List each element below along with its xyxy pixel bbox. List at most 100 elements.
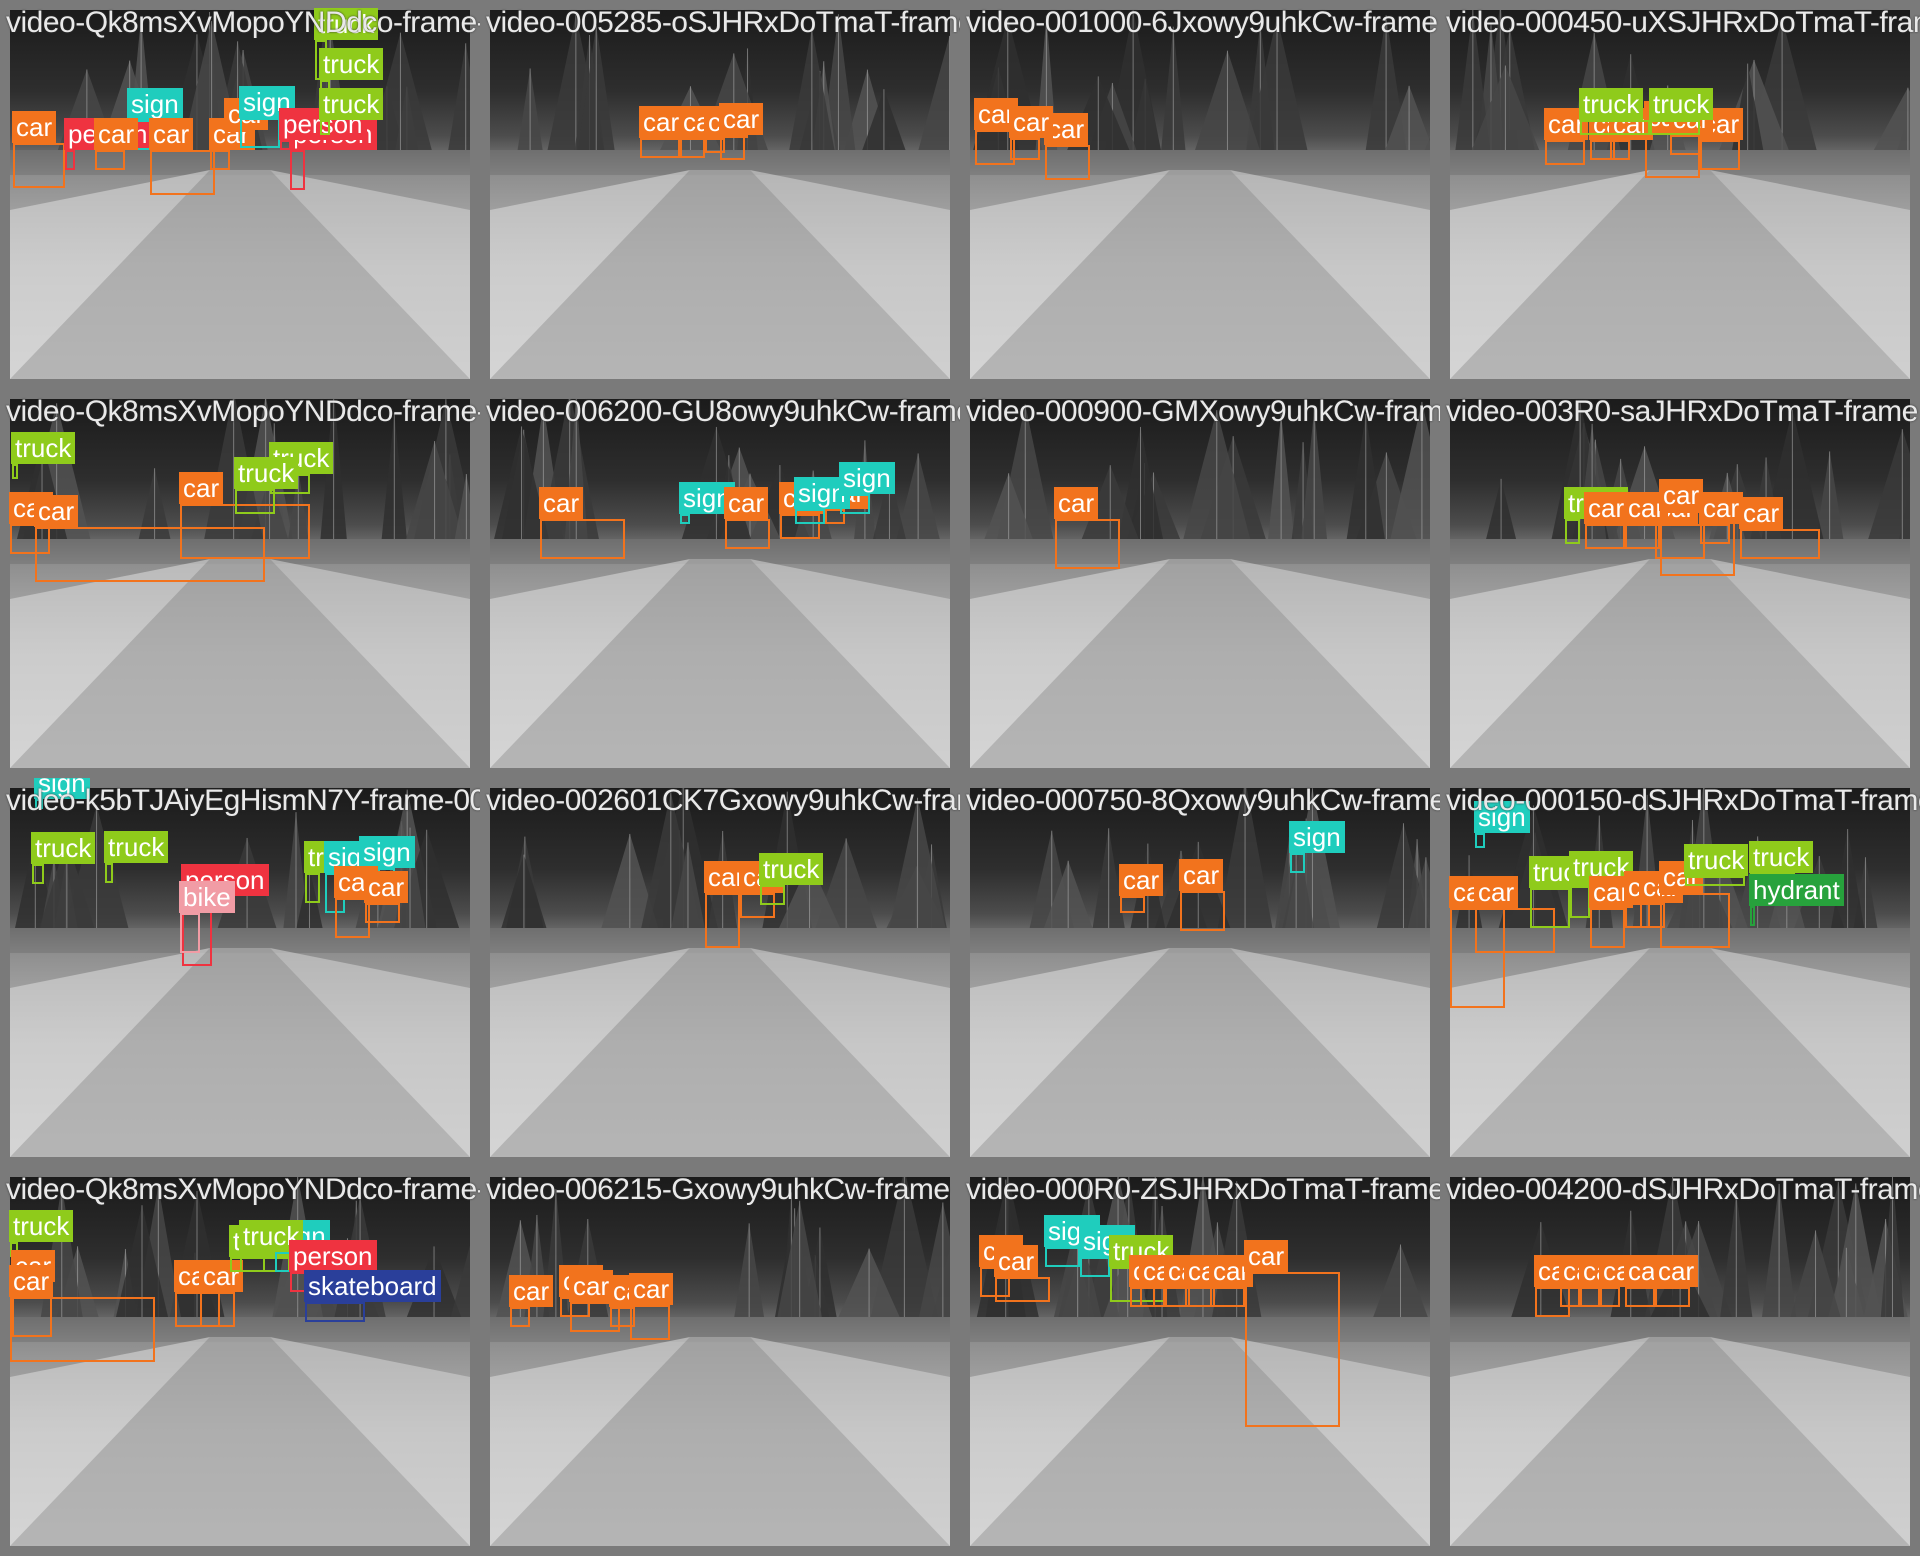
detection-car: car — [1244, 1240, 1340, 1427]
detection-truck: truck — [1564, 487, 1629, 544]
detection-person: person — [64, 118, 152, 170]
frame-caption: video-006200-GU8owy9uhkCw-frame — [486, 395, 960, 428]
thermal-frame — [1450, 1177, 1910, 1546]
detection-hydrant: hydrant — [1749, 874, 1844, 926]
mosaic-tile: video-000450-uXSJHRxDoTmaT-frame car car ca… — [1440, 0, 1920, 389]
class-label: car — [1654, 1255, 1699, 1287]
bounding-box — [995, 1277, 1050, 1302]
mosaic-tile: video-000R0-ZSJHRxDoTmaT-framecarcarsign… — [960, 1167, 1440, 1556]
bounding-box — [705, 893, 740, 948]
bounding-box — [1670, 135, 1700, 155]
detection-car: car — [509, 1275, 554, 1327]
bounding-box — [1475, 908, 1555, 953]
class-label: truck — [319, 88, 384, 120]
detection-car: car — [1544, 108, 1589, 165]
bounding-box — [1600, 1287, 1620, 1307]
bounding-box — [1140, 1287, 1165, 1307]
bounding-box — [95, 150, 125, 170]
bounding-box — [680, 138, 705, 158]
detection-truck: truck — [104, 831, 169, 883]
detection-truck: truck — [9, 1210, 74, 1257]
bounding-box — [1750, 906, 1755, 926]
frame-caption: video-000750-8Qxowy9uhkCw-frame — [966, 784, 1440, 817]
thermal-scene — [1450, 401, 1910, 768]
bounding-box — [210, 150, 230, 170]
frame-caption: video-Qk8msXvMopoYNDdco-frame-006200-GU8… — [6, 395, 480, 428]
detection-car: car — [1054, 487, 1120, 569]
detection-car: car — [149, 118, 215, 195]
detection-car: car — [1139, 1255, 1184, 1307]
mosaic-tile: video-004200-dSJHRxDoTmaT-frame car car car… — [1440, 1167, 1920, 1556]
bounding-box — [1055, 519, 1120, 569]
frame-caption: video-005285-oSJHRxDoTmaT-frame — [486, 6, 960, 39]
bounding-box — [1535, 1287, 1570, 1317]
frame-caption: video-001000-6Jxowy9uhkCw-frame — [966, 6, 1438, 39]
frame-caption: video-k5bTJAiyEgHismN7Y-frame-002601CK7G… — [6, 784, 480, 817]
detection-truck: truck — [234, 457, 299, 514]
thermal-scene — [970, 788, 1430, 1157]
bounding-box — [1590, 140, 1615, 160]
thermal-frame — [490, 788, 950, 1157]
detection-car: car — [629, 1273, 674, 1340]
bounding-box — [235, 489, 275, 514]
detection-car: car — [724, 487, 770, 549]
thermal-frame — [490, 10, 950, 379]
bounding-box — [1660, 893, 1730, 948]
frame-caption: video-004200-dSJHRxDoTmaT-frame — [1446, 1173, 1920, 1206]
bounding-box — [200, 1292, 235, 1327]
bounding-box — [240, 1252, 265, 1272]
bounding-box — [1625, 1287, 1655, 1307]
detection-truck: truck — [1579, 88, 1650, 135]
frame-caption: video-000R0-ZSJHRxDoTmaT-frame — [966, 1173, 1440, 1206]
bounding-box — [1655, 524, 1705, 559]
bounding-box — [760, 885, 785, 905]
detection-car: car — [1579, 1255, 1624, 1307]
class-label: car — [199, 1260, 244, 1292]
bounding-box — [680, 514, 690, 524]
bounding-box — [35, 527, 265, 582]
bounding-box — [1580, 1287, 1600, 1307]
class-label: car — [364, 871, 409, 903]
frame-caption: video-000450-uXSJHRxDoTmaT-frame — [1446, 6, 1920, 39]
bounding-box — [150, 150, 215, 195]
bounding-box — [365, 903, 400, 923]
detection-car: car — [1589, 876, 1634, 948]
detection-car: car — [364, 871, 409, 923]
bounding-box — [1700, 140, 1740, 170]
class-label: person — [289, 1240, 377, 1272]
class-label: truck — [104, 831, 169, 863]
class-label: car — [994, 1245, 1039, 1277]
thermal-scene — [490, 14, 950, 379]
detection-car: car — [1654, 1255, 1699, 1307]
mosaic-tile: video-003R0-saJHRxDoTmaT-frametruckcarca… — [1440, 389, 1920, 778]
class-label: car — [724, 487, 769, 519]
class-label: car — [1739, 497, 1784, 529]
bounding-box — [1245, 1272, 1340, 1427]
detection-car: car — [1624, 492, 1669, 549]
detection-truck: truck — [239, 1220, 304, 1272]
class-label: car — [629, 1273, 674, 1305]
frame-caption: video-000150-dSJHRxDoTmaT-frame — [1446, 784, 1920, 817]
mosaic-tile: video-Qk8msXvMopoYNDdco-frame-006200-GU8… — [0, 389, 480, 778]
thermal-frame — [970, 788, 1430, 1157]
detection-truck: truck — [314, 8, 379, 80]
mosaic-tile: video-002601CK7Gxowy9uhkCw-framecarcartr… — [480, 778, 960, 1167]
class-label: truck — [759, 853, 824, 885]
detection-car: car — [1699, 492, 1744, 544]
class-label: car — [9, 1265, 54, 1297]
detection-car: car — [1559, 1255, 1604, 1307]
class-label: skateboard — [304, 1270, 441, 1302]
detection-sign: sign — [839, 462, 895, 514]
thermal-scene — [970, 1177, 1430, 1546]
class-label: hydrant — [1749, 874, 1844, 906]
thermal-scene — [970, 10, 1430, 379]
bounding-box — [65, 150, 75, 170]
class-label: truck — [11, 432, 76, 464]
thermal-scene — [490, 788, 950, 1157]
class-label: truck — [319, 48, 384, 80]
mosaic-tile: video-000150-dSJHRxDoTmaT-frame sign car ca… — [1440, 778, 1920, 1167]
bounding-box — [1640, 903, 1665, 928]
detection-car: car — [1179, 859, 1225, 931]
detection-car: car — [1209, 1255, 1254, 1307]
detection-car: car — [639, 106, 684, 158]
